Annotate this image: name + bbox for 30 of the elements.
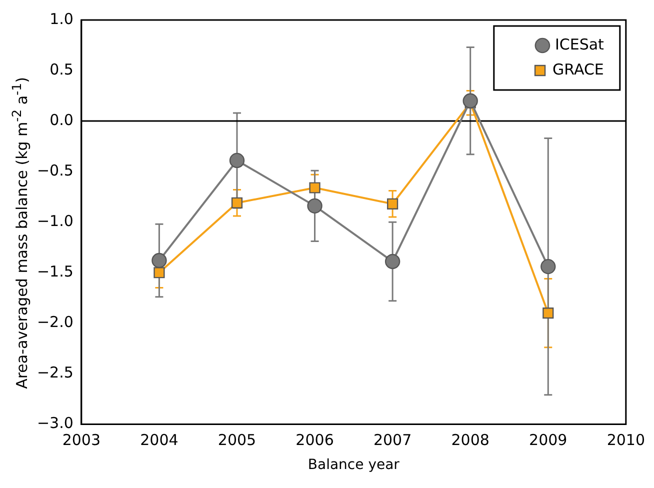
x-tick-label: 2007 — [373, 431, 412, 450]
x-tick-label: 2005 — [218, 431, 256, 450]
x-tick-label: 2010 — [606, 431, 646, 450]
point — [387, 198, 398, 210]
y-tick-label: 0.5 — [50, 60, 74, 78]
y-tick-label: −0.5 — [36, 161, 74, 180]
point — [307, 198, 322, 214]
point — [309, 182, 320, 194]
legend-label: GRACE — [552, 60, 604, 78]
y-tick-label: −2.5 — [36, 364, 74, 382]
y-tick-label: −1.0 — [36, 212, 74, 230]
point — [231, 197, 243, 208]
y-tick-label: −1.5 — [36, 262, 74, 281]
x-tick-label: 2006 — [296, 431, 334, 450]
x-tick-label: 2004 — [140, 431, 178, 450]
point — [229, 152, 245, 168]
point — [154, 267, 165, 278]
y-tick-label: 0.0 — [50, 110, 74, 129]
x-axis-title: Balance year — [308, 457, 400, 474]
y-tick-label: −2.0 — [36, 313, 74, 332]
x-tick-label: 2008 — [451, 431, 490, 450]
point — [384, 254, 400, 270]
y-tick-label: −3.0 — [36, 414, 74, 432]
point — [540, 258, 556, 274]
x-tick-label: 2009 — [529, 431, 568, 450]
x-tick-label: 2003 — [62, 431, 101, 450]
legend-label: ICESat — [554, 35, 604, 54]
point — [152, 252, 167, 268]
y-tick-label: 1.0 — [50, 10, 74, 28]
point — [542, 307, 554, 319]
